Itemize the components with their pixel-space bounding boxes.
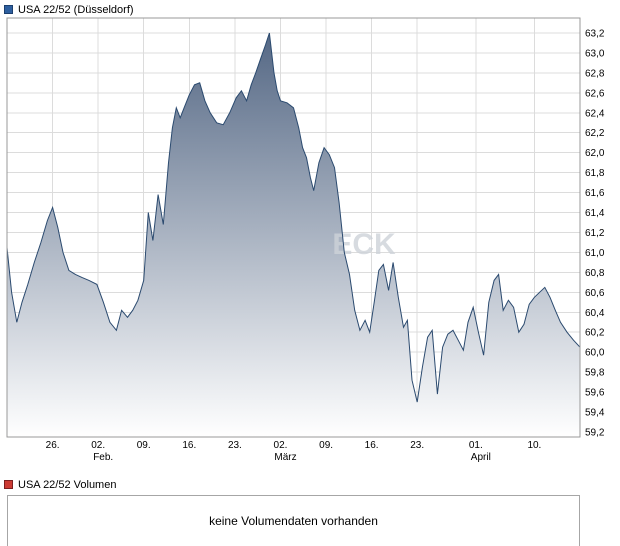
y-axis-tick-label: 63,2 <box>585 29 605 40</box>
y-axis-tick-label: 61,2 <box>585 228 605 239</box>
x-axis-tick-label: 02. <box>274 440 288 451</box>
x-axis-month-label: Feb. <box>93 452 113 463</box>
y-axis-tick-label: 60,4 <box>585 308 605 319</box>
y-axis-tick-label: 62,6 <box>585 88 605 99</box>
volume-series-swatch-icon <box>4 480 13 489</box>
y-axis-tick-label: 62,4 <box>585 108 605 119</box>
plot-border <box>6 17 581 438</box>
volume-empty-message: keine Volumendaten vorhanden <box>209 514 378 528</box>
y-axis-tick-label: 62,0 <box>585 148 605 159</box>
x-axis-tick-label: 10. <box>527 440 541 451</box>
price-chart-title: USA 22/52 (Düsseldorf) <box>18 3 134 16</box>
x-axis-tick-label: 23. <box>228 440 242 451</box>
y-axis-tick-label: 59,6 <box>585 388 605 399</box>
x-axis-tick-label: 16. <box>365 440 379 451</box>
y-axis-tick-label: 61,6 <box>585 188 605 199</box>
x-axis-tick-label: 16. <box>182 440 196 451</box>
price-area <box>7 33 580 437</box>
y-axis-tick-label: 60,2 <box>585 328 605 339</box>
y-axis-tick-label: 62,8 <box>585 68 605 79</box>
price-chart-svg: ECK 59,2 59,4 59,6 59,8 60,0 60,2 60,4 60,6 60,8 6… <box>6 17 605 463</box>
watermark-text: ECK <box>332 228 396 261</box>
y-axis-tick-label: 61,4 <box>585 208 605 219</box>
x-axis-tick-label: 02. <box>91 440 105 451</box>
y-axis-tick-label: 59,8 <box>585 368 605 379</box>
x-axis-tick-label: 26. <box>46 440 60 451</box>
y-axis-tick-label: 62,2 <box>585 128 605 139</box>
price-chart-legend: USA 22/52 (Düsseldorf) <box>0 0 620 16</box>
y-axis-tick-label: 61,8 <box>585 168 605 179</box>
y-axis-tick-label: 60,0 <box>585 348 605 359</box>
volume-chart-legend: USA 22/52 Volumen <box>0 475 620 491</box>
y-axis-tick-label: 59,2 <box>585 428 605 439</box>
y-axis-tick-label: 61,0 <box>585 248 605 259</box>
price-line <box>6 32 581 403</box>
volume-empty-box: keine Volumendaten vorhanden <box>7 495 580 546</box>
x-axis-tick-label: 23. <box>410 440 424 451</box>
price-series-swatch-icon <box>4 5 13 14</box>
x-axis-tick-label: 09. <box>137 440 151 451</box>
y-axis-labels: 59,2 59,4 59,6 59,8 60,0 60,2 60,4 60,6 60,8 61,0… <box>585 29 605 439</box>
x-axis-tick-label: 09. <box>319 440 333 451</box>
y-axis-tick-label: 60,6 <box>585 288 605 299</box>
y-axis-tick-label: 63,0 <box>585 48 605 59</box>
x-axis-month-label: April <box>471 452 491 463</box>
volume-chart-title: USA 22/52 Volumen <box>18 478 117 491</box>
x-axis-month-label: März <box>274 452 296 463</box>
y-axis-tick-label: 60,8 <box>585 268 605 279</box>
x-axis-tick-label: 01. <box>469 440 483 451</box>
y-axis-tick-label: 59,4 <box>585 408 605 419</box>
